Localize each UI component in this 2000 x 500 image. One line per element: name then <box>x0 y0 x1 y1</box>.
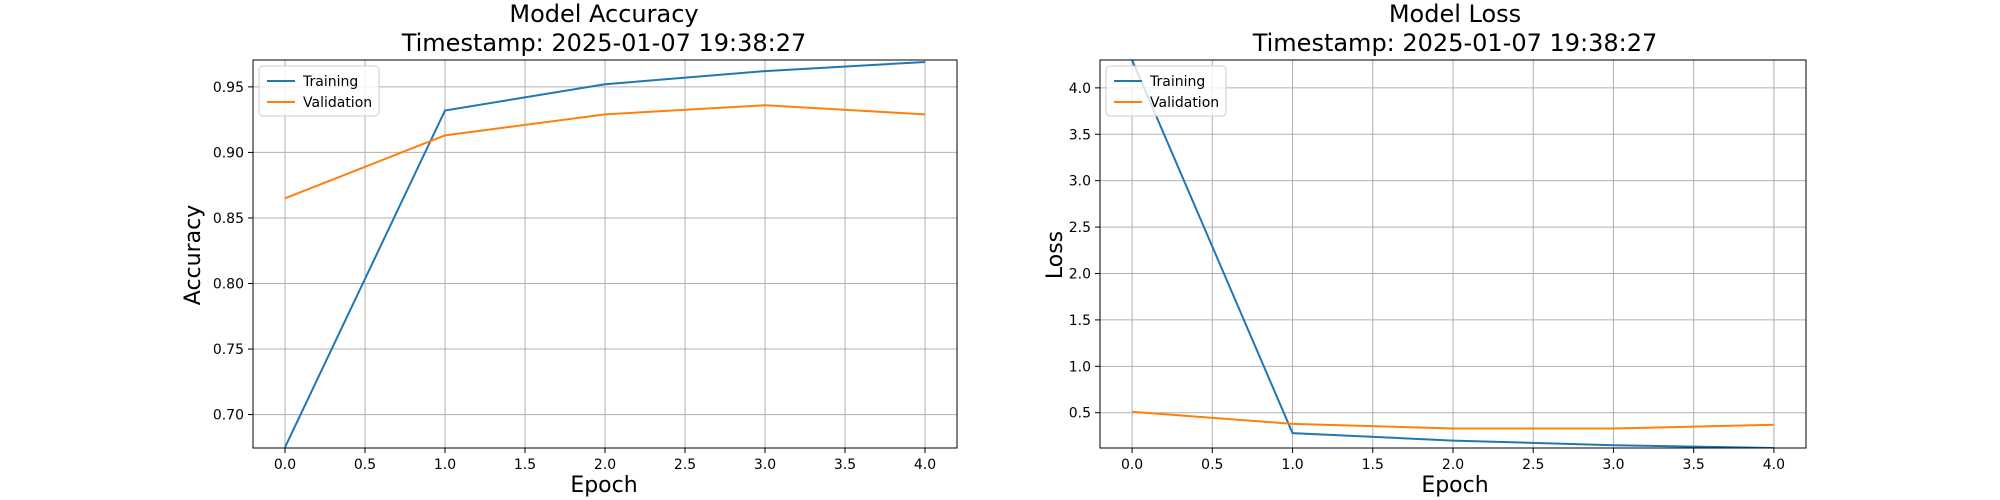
loss-chart-x-tick-label: 2.5 <box>1522 457 1544 473</box>
accuracy-chart-y-tick-label: 0.70 <box>213 408 244 424</box>
loss-chart-plot-frame <box>1099 59 1807 449</box>
accuracy-chart-x-tick-label: 3.5 <box>834 457 856 473</box>
accuracy-chart-x-tick-label: 1.5 <box>514 457 536 473</box>
loss-chart-y-tick-label: 0.5 <box>1069 406 1091 422</box>
loss-chart-legend-label: Validation <box>1150 95 1219 111</box>
loss-chart: Model Loss Timestamp: 2025-01-07 19:38:2… <box>1043 0 1807 498</box>
accuracy-chart-title-line2: Timestamp: 2025-01-07 19:38:27 <box>401 29 807 57</box>
loss-chart-y-tick-label: 2.5 <box>1069 220 1091 236</box>
loss-chart-x-tick-label: 0.5 <box>1201 457 1223 473</box>
accuracy-chart-series-training-line <box>284 60 926 448</box>
loss-chart-x-axis-label: Epoch <box>1421 473 1488 498</box>
loss-chart-x-tick-label: 2.0 <box>1442 457 1464 473</box>
accuracy-chart-x-tick-label: 1.0 <box>434 457 456 473</box>
loss-chart-title-line1: Model Loss <box>1389 0 1521 28</box>
loss-chart-x-tick-label: 3.0 <box>1602 457 1624 473</box>
accuracy-chart-legend <box>258 65 380 117</box>
loss-chart-series-training-line <box>1131 60 1774 448</box>
loss-chart-legend-label: Training <box>1149 74 1205 90</box>
loss-chart-series-validation-line <box>1132 410 1774 430</box>
accuracy-chart-x-axis-label: Epoch <box>570 473 637 498</box>
loss-chart-legend <box>1105 65 1227 117</box>
accuracy-chart-x-tick-label: 2.5 <box>674 457 696 473</box>
accuracy-chart-legend-label: Validation <box>303 95 372 111</box>
accuracy-chart-x-tick-label: 4.0 <box>914 457 936 473</box>
accuracy-chart-title-line1: Model Accuracy <box>509 0 698 28</box>
loss-chart-y-tick-label: 1.5 <box>1069 313 1091 329</box>
loss-chart-y-tick-label: 2.0 <box>1069 266 1091 282</box>
loss-chart-x-tick-label: 3.5 <box>1683 457 1705 473</box>
accuracy-chart-legend-label: Training <box>302 74 358 90</box>
loss-chart-y-tick-label: 4.0 <box>1069 81 1091 97</box>
accuracy-chart-plot-frame <box>252 59 958 449</box>
accuracy-chart-series-validation-line <box>284 104 926 200</box>
accuracy-chart-x-tick-label: 3.0 <box>754 457 776 473</box>
accuracy-chart-y-tick-label: 0.90 <box>213 145 244 161</box>
accuracy-chart-y-tick-label: 0.80 <box>213 276 244 292</box>
accuracy-chart-y-tick-label: 0.85 <box>213 211 244 227</box>
loss-chart-x-tick-label: 0.0 <box>1121 457 1143 473</box>
accuracy-chart-x-tick-label: 2.0 <box>594 457 616 473</box>
accuracy-chart-x-tick-label: 0.5 <box>354 457 376 473</box>
loss-chart-y-tick-label: 1.0 <box>1069 359 1091 375</box>
loss-chart-title-line2: Timestamp: 2025-01-07 19:38:27 <box>1252 29 1658 57</box>
accuracy-chart-y-tick-label: 0.95 <box>213 80 244 96</box>
accuracy-chart-y-tick-label: 0.75 <box>213 342 244 358</box>
loss-chart-y-axis-label: Loss <box>1043 231 1068 279</box>
loss-chart-x-tick-label: 1.0 <box>1281 457 1303 473</box>
loss-chart-x-tick-label: 1.5 <box>1362 457 1384 473</box>
loss-chart-x-tick-label: 4.0 <box>1763 457 1785 473</box>
loss-chart-y-tick-label: 3.5 <box>1069 127 1091 143</box>
accuracy-chart: Model Accuracy Timestamp: 2025-01-07 19:… <box>181 0 958 498</box>
accuracy-chart-y-axis-label: Accuracy <box>181 205 206 305</box>
accuracy-chart-x-tick-label: 0.0 <box>274 457 296 473</box>
loss-chart-y-tick-label: 3.0 <box>1069 174 1091 190</box>
